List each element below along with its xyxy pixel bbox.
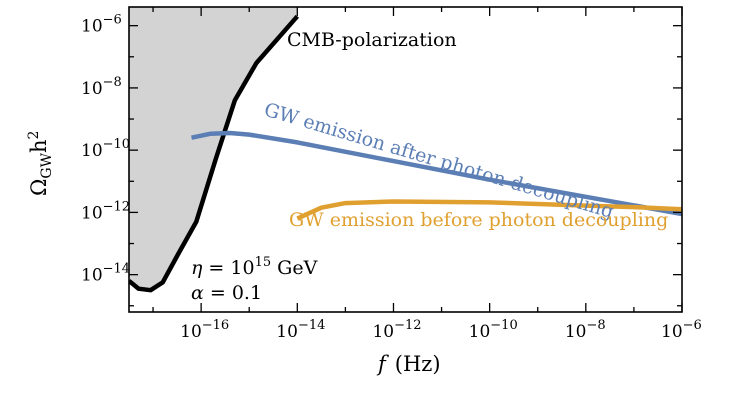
y-tick-exponent: −12 [103, 199, 130, 214]
y-axis-label: ΩGWh2 [26, 131, 55, 196]
param-alpha: α = 0.1 [191, 282, 262, 304]
label-cmb-polarization: CMB-polarization [287, 29, 457, 51]
x-tick-exponent: −16 [202, 318, 229, 333]
cmb-excluded-region [129, 7, 298, 291]
plot-frame [128, 6, 683, 313]
x-tick-label: 10−10 [469, 318, 518, 342]
x-axis-symbol: f [376, 352, 389, 376]
x-tick-label: 10−16 [180, 318, 229, 342]
alpha-value: 0.1 [232, 282, 262, 304]
x-tick-label: 10−12 [372, 318, 421, 342]
x-tick-base: 10 [180, 322, 202, 342]
label-gw-after-decoupling: GW emission after photon decoupling [262, 99, 617, 223]
alpha-equals: = [204, 282, 232, 304]
y-tick-exponent: −6 [103, 13, 122, 28]
eta-base: 10 [230, 257, 254, 279]
y-tick-exponent: −14 [103, 262, 130, 277]
y-tick-base: 10 [81, 79, 103, 99]
x-tick-base: 10 [565, 322, 587, 342]
eta-equals: = [202, 257, 230, 279]
x-axis-label: f (Hz) [376, 352, 441, 376]
gw-before-decoupling-line [296, 199, 682, 221]
x-axis-unit: (Hz) [395, 352, 441, 376]
y-tick-base: 10 [81, 141, 103, 161]
y-axis-subscript: GW [39, 152, 55, 178]
y-tick-base: 10 [81, 17, 103, 37]
y-tick-base: 10 [81, 266, 103, 286]
y-tick-label: 10−8 [81, 75, 122, 99]
eta-exponent: 15 [255, 255, 272, 270]
y-tick-label: 10−10 [81, 137, 130, 161]
y-tick-label: 10−14 [81, 262, 130, 286]
y-tick-label: 10−6 [81, 13, 122, 37]
x-tick-label: 10−8 [565, 318, 606, 342]
y-tick-label: 10−12 [81, 199, 130, 223]
x-tick-base: 10 [661, 322, 683, 342]
y-axis-superscript: 2 [26, 131, 42, 140]
y-tick-exponent: −8 [103, 75, 122, 90]
eta-unit: GeV [271, 257, 317, 279]
x-tick-base: 10 [372, 322, 394, 342]
y-axis-h: h [27, 139, 51, 153]
x-tick-exponent: −6 [683, 318, 702, 333]
alpha-symbol: α [191, 282, 204, 304]
x-tick-base: 10 [469, 322, 491, 342]
y-axis-omega: Ω [27, 179, 51, 196]
label-gw-before-decoupling: GW emission before photon decoupling [289, 209, 668, 231]
gw-after-decoupling-line [191, 130, 682, 217]
x-tick-label: 10−14 [276, 318, 325, 342]
x-tick-exponent: −12 [394, 318, 421, 333]
x-tick-exponent: −8 [586, 318, 605, 333]
eta-symbol: η [191, 257, 203, 279]
y-tick-base: 10 [81, 203, 103, 223]
y-tick-exponent: −10 [103, 137, 130, 152]
cmb-polarization-line [129, 14, 299, 293]
x-tick-exponent: −14 [298, 318, 325, 333]
x-tick-exponent: −10 [490, 318, 517, 333]
param-eta: η = 1015 GeV [191, 255, 318, 279]
x-tick-label: 10−6 [661, 318, 702, 342]
x-tick-base: 10 [276, 322, 298, 342]
